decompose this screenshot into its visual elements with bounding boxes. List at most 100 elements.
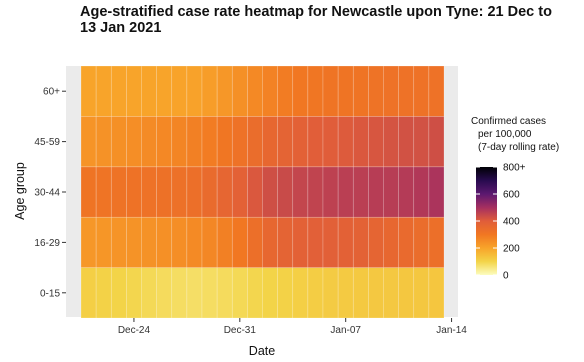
heatmap-cell	[322, 116, 339, 168]
heatmap-cell	[307, 166, 324, 218]
heatmap-cell	[247, 116, 263, 168]
heatmap-cell	[337, 166, 354, 218]
heatmap-cell	[262, 216, 278, 268]
heatmap-cell	[171, 65, 188, 117]
y-tick-label: 45-59	[34, 137, 60, 148]
heatmap-cell	[262, 166, 278, 218]
heatmap-cell	[398, 65, 415, 117]
heatmap-cell	[126, 216, 142, 268]
heatmap-cell	[95, 166, 112, 218]
legend-title-line-2: per 100,000	[478, 129, 532, 140]
y-tick-label: 30-44	[34, 188, 60, 199]
heatmap-cell	[337, 116, 354, 168]
heatmap-cell	[277, 166, 294, 218]
heatmap-cell	[156, 166, 173, 218]
heatmap-cell	[413, 216, 430, 268]
heatmap-cell	[80, 216, 97, 268]
heatmap-cell	[95, 216, 112, 268]
y-axis: 0-15 16-29 30-44 45-59 60+	[34, 87, 66, 299]
heatmap-cell	[292, 116, 309, 168]
x-tick-label: Jan-07	[330, 325, 361, 336]
heatmap-cell	[413, 166, 430, 218]
heatmap-cell	[428, 65, 445, 117]
heatmap-cell	[110, 166, 127, 218]
heatmap-cell	[95, 116, 112, 168]
heatmap-cell	[368, 216, 384, 268]
heatmap-cell	[337, 267, 354, 319]
heatmap-cell	[277, 65, 294, 117]
heatmap-cell	[80, 116, 97, 168]
y-tick-label: 0-15	[40, 288, 60, 299]
heatmap-cell	[141, 267, 157, 319]
heatmap-cell	[307, 216, 324, 268]
heatmap-cell	[171, 116, 188, 168]
heatmap-cell	[352, 216, 369, 268]
heatmap-cell	[80, 267, 97, 319]
color-legend: Confirmed cases per 100,000 (7-day rolli…	[471, 116, 559, 282]
legend-tick-label: 200	[503, 244, 520, 255]
heatmap-cell	[398, 216, 415, 268]
heatmap-cell	[110, 267, 127, 319]
heatmap-cell	[201, 116, 218, 168]
heatmap-cell	[292, 267, 309, 319]
heatmap-cell	[231, 65, 248, 117]
legend-tick-label: 0	[503, 271, 509, 282]
heatmap-cell	[383, 216, 399, 268]
legend-ticks: 0 200 400 600 800+	[476, 163, 526, 282]
heatmap-cell	[277, 116, 294, 168]
heatmap-cell	[171, 267, 188, 319]
heatmap-cell	[292, 166, 309, 218]
heatmap-cell	[201, 65, 218, 117]
heatmap-cell	[216, 65, 233, 117]
heatmap-cell	[171, 166, 188, 218]
heatmap-cell	[352, 116, 369, 168]
heatmap-cell	[352, 166, 369, 218]
x-axis-title: Date	[249, 344, 275, 358]
heatmap-cell	[322, 65, 339, 117]
heatmap-cell	[141, 116, 157, 168]
heatmap-cell	[292, 216, 309, 268]
heatmap-cell	[413, 267, 430, 319]
heatmap-cell	[216, 216, 233, 268]
heatmap-cell	[110, 216, 127, 268]
heatmap-cell	[322, 267, 339, 319]
heatmap-cell	[352, 267, 369, 319]
heatmap-cell	[337, 65, 354, 117]
heatmap-cell	[247, 216, 263, 268]
heatmap-cell	[383, 65, 399, 117]
heatmap-cell	[307, 65, 324, 117]
heatmap-cell	[368, 116, 384, 168]
heatmap-cell	[292, 65, 309, 117]
heatmap-cells	[80, 65, 445, 319]
heatmap-cell	[110, 116, 127, 168]
heatmap-cell	[428, 216, 445, 268]
heatmap-cell	[428, 267, 445, 319]
heatmap-cell	[383, 166, 399, 218]
heatmap-cell	[428, 116, 445, 168]
x-axis: Dec-24 Dec-31 Jan-07 Jan-14	[118, 318, 467, 336]
heatmap-cell	[322, 216, 339, 268]
heatmap-cell	[231, 216, 248, 268]
heatmap-cell	[262, 65, 278, 117]
heatmap-cell	[95, 65, 112, 117]
heatmap-cell	[126, 166, 142, 218]
heatmap-cell	[247, 166, 263, 218]
heatmap-cell	[277, 216, 294, 268]
heatmap-cell	[186, 65, 203, 117]
heatmap-cell	[322, 166, 339, 218]
heatmap-cell	[156, 216, 173, 268]
y-axis-title: Age group	[13, 162, 27, 220]
x-tick-label: Jan-14	[436, 325, 467, 336]
heatmap-cell	[126, 116, 142, 168]
heatmap-cell	[186, 216, 203, 268]
legend-tick-label: 800+	[503, 163, 526, 174]
heatmap-cell	[262, 116, 278, 168]
heatmap-cell	[398, 166, 415, 218]
heatmap-cell	[368, 65, 384, 117]
legend-title-line-1: Confirmed cases	[471, 116, 546, 127]
heatmap-cell	[186, 116, 203, 168]
heatmap-cell	[80, 166, 97, 218]
legend-tick-label: 400	[503, 217, 520, 228]
